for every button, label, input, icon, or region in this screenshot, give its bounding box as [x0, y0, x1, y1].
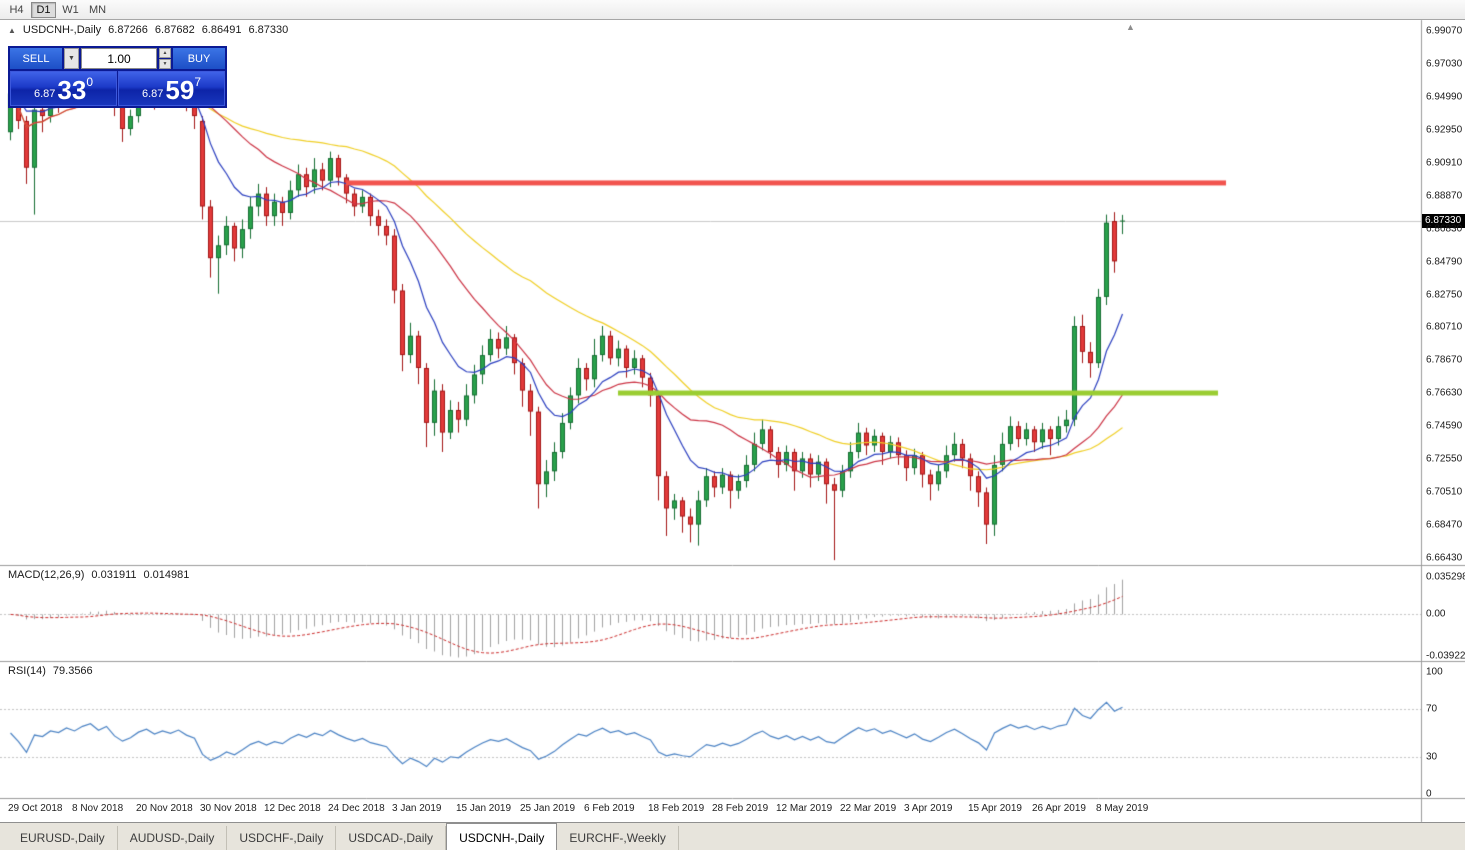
ohlc-open: 6.87266: [108, 24, 148, 36]
volume-input[interactable]: [81, 48, 157, 69]
date-axis-label: 18 Feb 2019: [648, 803, 705, 814]
ohlc-low: 6.86491: [201, 24, 242, 36]
macd-name: MACD(12,26,9): [8, 569, 85, 581]
sell-price-pips: 33: [57, 75, 87, 105]
ohlc-high: 6.87682: [154, 24, 195, 36]
volume-increase-icon[interactable]: ▲: [159, 48, 171, 58]
price-axis-label: 6.88870: [1426, 190, 1463, 202]
date-axis-label: 3 Apr 2019: [904, 803, 953, 814]
price-axis-label: 6.86830: [1426, 223, 1463, 235]
price-axis-label: 6.66430: [1426, 552, 1463, 564]
date-axis-label: 22 Mar 2019: [840, 803, 897, 814]
rsi-name: RSI(14): [8, 665, 46, 677]
buy-button[interactable]: BUY: [173, 48, 225, 69]
macd-axis-label: 0.00: [1426, 608, 1446, 620]
collapse-chart-icon[interactable]: ▲: [8, 25, 16, 35]
chart-tab-eurusd-daily[interactable]: EURUSD-,Daily: [8, 826, 118, 850]
date-axis-label: 12 Mar 2019: [776, 803, 833, 814]
date-axis-label: 29 Oct 2018: [8, 803, 63, 814]
timeframe-button-d1[interactable]: D1: [31, 1, 56, 18]
date-axis-label: 26 Apr 2019: [1032, 803, 1086, 814]
rsi-axis-label: 70: [1426, 703, 1438, 715]
price-axis-label: 6.92950: [1426, 124, 1463, 136]
timeframe-toolbar: H4 D1 W1 MN: [0, 0, 1465, 20]
volume-decrease-icon[interactable]: ▼: [159, 59, 171, 69]
date-axis-label: 8 May 2019: [1096, 803, 1149, 814]
macd-axis-label: -0.0392223: [1426, 650, 1465, 662]
timeframe-button-w1[interactable]: W1: [62, 3, 79, 16]
chart-tab-usdcnh-daily[interactable]: USDCNH-,Daily: [446, 823, 558, 850]
price-axis-label: 6.82750: [1426, 289, 1463, 301]
date-axis-label: 20 Nov 2018: [136, 803, 193, 814]
chart-tab-audusd-daily[interactable]: AUDUSD-,Daily: [118, 826, 228, 850]
price-axis-label: 6.84790: [1426, 256, 1463, 268]
date-axis-label: 25 Jan 2019: [520, 803, 576, 814]
price-axis-label: 6.80710: [1426, 321, 1463, 333]
chart-symbol-period: USDCNH-,Daily: [22, 24, 102, 36]
buy-price-button[interactable]: 6.87 59 7: [118, 71, 225, 106]
timeframe-button-h4[interactable]: H4: [9, 3, 24, 16]
chart-tab-usdchf-daily[interactable]: USDCHF-,Daily: [227, 826, 337, 850]
chart-tab-usdcad-daily[interactable]: USDCAD-,Daily: [336, 826, 447, 850]
date-axis-label: 15 Apr 2019: [968, 803, 1022, 814]
sell-price-button[interactable]: 6.87 33 0: [10, 71, 117, 106]
price-axis-label: 6.90910: [1426, 157, 1463, 169]
chart-tab-bar: EURUSD-,Daily AUDUSD-,Daily USDCHF-,Daily U…: [0, 822, 1465, 850]
macd-main-value: 0.031911: [91, 569, 137, 581]
one-click-trading-panel: SELL ▼ ▲ ▼ BUY 6.87 33 0 6.87 59 7: [8, 46, 227, 108]
sell-price-point: 0: [86, 75, 94, 89]
buy-price-pips: 59: [165, 75, 195, 105]
current-price-tag: 6.87330: [1422, 213, 1465, 228]
timeframe-button-mn[interactable]: MN: [88, 3, 107, 16]
price-axis-label: 6.74590: [1426, 420, 1463, 432]
price-axis-label: 6.94990: [1426, 91, 1463, 103]
volume-stepper: ▲ ▼: [159, 48, 171, 69]
price-axis-label: 6.70510: [1426, 486, 1463, 498]
chart-tab-eurchf-weekly[interactable]: EURCHF-,Weekly: [557, 826, 679, 850]
rsi-axis-label: 0: [1426, 788, 1432, 800]
macd-axis-label: 0.035298: [1426, 571, 1465, 583]
rsi-axis-label: 100: [1426, 666, 1443, 678]
date-axis-label: 12 Dec 2018: [264, 803, 321, 814]
time-axis[interactable]: 29 Oct 2018 8 Nov 2018 20 Nov 2018 30 Nov 2…: [0, 799, 1421, 822]
price-axis-label: 6.99070: [1426, 25, 1463, 37]
sell-button[interactable]: SELL: [10, 48, 62, 69]
macd-indicator-label: MACD(12,26,9) 0.031911 0.014981: [8, 569, 189, 581]
price-axis-label: 6.72550: [1426, 453, 1463, 465]
volume-dropdown-icon[interactable]: ▼: [64, 48, 79, 69]
rsi-value: 79.3566: [52, 665, 93, 677]
ohlc-close: 6.87330: [248, 24, 289, 36]
chart-title: ▲ USDCNH-,Daily 6.87266 6.87682 6.86491 …: [8, 24, 288, 36]
macd-signal-value: 0.014981: [143, 569, 190, 581]
date-axis-label: 8 Nov 2018: [72, 803, 124, 814]
date-axis-label: 30 Nov 2018: [200, 803, 257, 814]
rsi-indicator-label: RSI(14) 79.3566: [8, 665, 93, 677]
date-axis-label: 15 Jan 2019: [456, 803, 512, 814]
date-axis-label: 24 Dec 2018: [328, 803, 385, 814]
buy-price-point: 7: [194, 75, 202, 89]
sell-price-prefix: 6.87: [33, 88, 56, 100]
price-axis-label: 6.76630: [1426, 387, 1463, 399]
date-axis-label: 6 Feb 2019: [584, 803, 635, 814]
price-axis-label: 6.78670: [1426, 354, 1463, 366]
date-axis-label: 28 Feb 2019: [712, 803, 769, 814]
buy-price-prefix: 6.87: [141, 88, 164, 100]
rsi-axis-label: 30: [1426, 751, 1438, 763]
price-axis[interactable]: 6.87330 6.99070 6.97030 6.94990 6.92950 6.90…: [1421, 20, 1465, 822]
price-axis-label: 6.97030: [1426, 58, 1463, 70]
price-axis-label: 6.68470: [1426, 519, 1463, 531]
chart-shift-icon[interactable]: ▲: [1126, 22, 1135, 32]
date-axis-label: 3 Jan 2019: [392, 803, 442, 814]
